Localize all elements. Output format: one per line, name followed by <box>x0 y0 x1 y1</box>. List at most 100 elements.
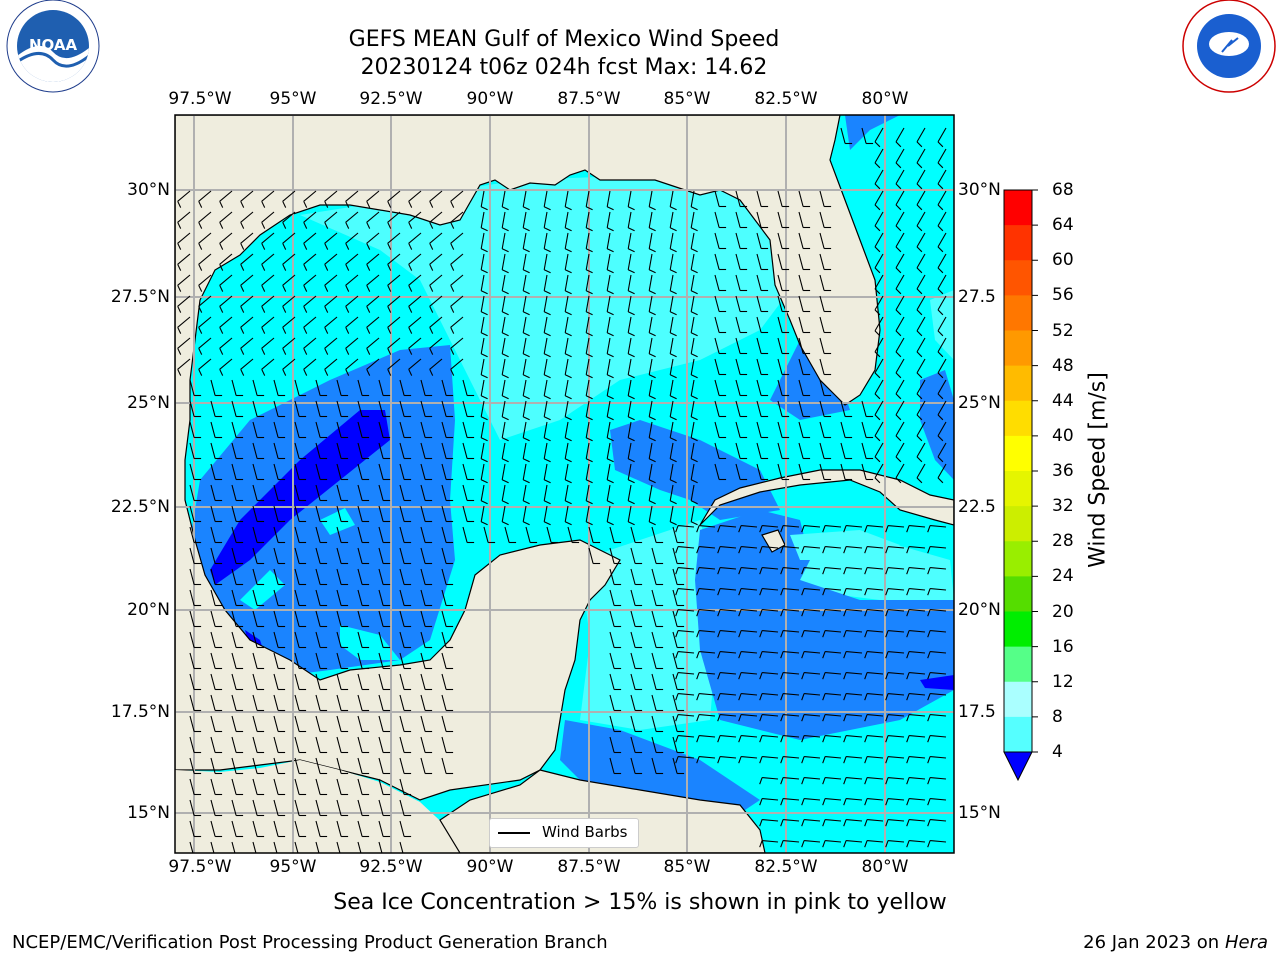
lat-tick-left: 20°N <box>127 600 170 620</box>
wind-barb <box>756 358 769 376</box>
wind-barb <box>441 715 454 733</box>
wind-barb <box>441 442 454 460</box>
wind-barb <box>801 525 821 533</box>
colorbar-tick-label: 24 <box>1052 566 1074 587</box>
wind-barb <box>609 589 622 607</box>
wind-barb <box>588 547 601 565</box>
wind-barb <box>378 505 391 523</box>
wind-barb <box>735 295 748 313</box>
wind-barb <box>780 714 800 722</box>
wind-barb <box>480 484 488 505</box>
wind-barb <box>669 295 677 316</box>
wind-barb <box>429 337 443 355</box>
colorbar-band <box>1004 576 1032 612</box>
wind-barb <box>906 777 926 785</box>
wind-barb <box>501 505 509 526</box>
wind-barb <box>738 735 758 743</box>
wind-barb <box>378 463 391 481</box>
wind-barb <box>282 190 296 208</box>
wind-barb <box>874 253 884 274</box>
wind-barb <box>399 778 412 796</box>
wind-barb <box>738 609 758 617</box>
wind-barb <box>450 211 464 229</box>
colorbar-band <box>1004 365 1032 402</box>
wind-barb <box>399 526 412 544</box>
wind-barb <box>240 295 254 313</box>
wind-barb <box>885 840 905 848</box>
wind-contour-8-12 <box>340 625 400 660</box>
wind-barb <box>315 736 328 754</box>
wind-barb <box>378 526 391 544</box>
wind-barb <box>606 295 614 316</box>
colorbar-band <box>1004 435 1032 472</box>
wind-barb <box>843 714 863 722</box>
wind-barb <box>648 484 656 505</box>
wind-barb <box>756 211 769 229</box>
wind-barb <box>315 421 328 439</box>
wind-barb <box>717 735 737 743</box>
wind-barb <box>177 253 191 271</box>
wind-barb <box>387 337 401 355</box>
wind-barb <box>861 127 874 145</box>
colorbar-tick-label: 64 <box>1052 215 1074 236</box>
wind-barb <box>522 463 530 484</box>
wind-barb <box>798 190 811 208</box>
wind-barb <box>895 274 905 295</box>
wind-barb <box>672 715 685 733</box>
wind-barb <box>801 819 821 827</box>
wind-barb <box>627 463 635 484</box>
wind-barb <box>294 421 307 439</box>
wind-barb <box>177 211 191 229</box>
wind-barb <box>387 211 401 229</box>
wind-barb <box>450 253 464 271</box>
wind-barb <box>585 295 593 316</box>
wind-barb <box>240 316 254 334</box>
wind-barb <box>501 190 509 211</box>
colorbar-tick-label: 8 <box>1052 706 1063 727</box>
colorbar-band <box>1004 506 1032 542</box>
wind-barb <box>717 756 737 764</box>
wind-barb <box>357 673 370 691</box>
wind-barb <box>696 693 716 701</box>
wind-barb <box>714 421 727 439</box>
wind-barb <box>861 442 874 460</box>
wind-barb <box>777 358 790 376</box>
wind-barb <box>336 652 349 670</box>
wind-barb <box>441 610 454 628</box>
wind-barb <box>294 652 307 670</box>
wind-barb <box>819 253 832 271</box>
wind-barb <box>627 379 635 400</box>
wind-barb <box>273 841 278 853</box>
wind-barb <box>885 798 905 806</box>
wind-barb <box>874 337 884 358</box>
wind-barb <box>450 274 464 292</box>
wind-barb <box>273 799 286 817</box>
wind-barb <box>231 694 244 712</box>
wind-barb <box>189 421 202 439</box>
wind-barb <box>294 778 307 796</box>
wind-barb <box>801 672 821 680</box>
wind-barb <box>543 253 551 274</box>
wind-barb <box>906 672 926 680</box>
wind-barb <box>219 274 233 292</box>
lat-tick-right: 17.5 <box>958 702 996 722</box>
wind-barb <box>483 526 496 544</box>
wind-barb <box>627 400 635 421</box>
wind-barb <box>273 379 286 397</box>
wind-barb <box>387 316 401 334</box>
wind-barb <box>672 526 685 544</box>
wind-barb <box>261 337 275 355</box>
wind-barb <box>927 777 947 785</box>
wind-barb <box>696 588 716 596</box>
wind-barb <box>543 316 551 337</box>
wind-barb <box>420 484 433 502</box>
wind-barb <box>606 253 614 274</box>
wind-barb <box>585 211 593 232</box>
wind-barb <box>378 589 391 607</box>
wind-barb <box>588 526 601 544</box>
wind-barb <box>231 421 244 439</box>
wind-barb <box>480 379 488 400</box>
wind-barb <box>627 316 635 337</box>
wind-barb <box>315 715 328 733</box>
wind-barb <box>315 652 328 670</box>
